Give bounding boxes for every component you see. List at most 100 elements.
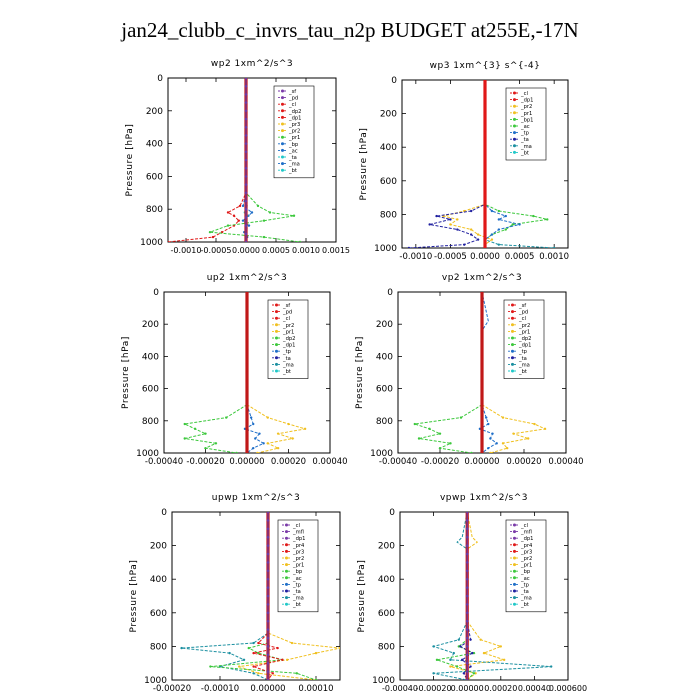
x-tick-label: 0.0000 (470, 252, 500, 262)
legend-marker (285, 596, 288, 600)
legend-entry: _bp (292, 569, 303, 575)
zero-budget-marker (480, 306, 484, 310)
legend-entry: _mfl (292, 530, 304, 536)
legend: _sf_pd_cl_dp2_dp1_pr3_pr2_pr1_bp_ac_ta_m… (273, 85, 315, 179)
zero-budget-marker (244, 224, 248, 227)
zero-budget-marker (480, 298, 484, 302)
series-point (487, 422, 490, 426)
series-point (462, 672, 466, 675)
zero-budget-marker (480, 443, 484, 447)
legend-marker (513, 596, 516, 600)
y-tick-label: 600 (378, 609, 395, 619)
x-tick-label: 0.0010 (539, 252, 569, 262)
legend-marker (513, 576, 516, 580)
y-tick-label: 0 (157, 74, 163, 84)
series-point (338, 646, 340, 650)
legend-marker (513, 530, 516, 534)
zero-budget-marker (483, 154, 487, 157)
legend-marker (513, 543, 516, 547)
legend-entry: _bt (520, 602, 529, 608)
legend-marker (513, 582, 516, 586)
series-point (250, 211, 254, 214)
legend-marker (511, 329, 514, 333)
y-tick-label: 400 (150, 575, 167, 585)
zero-budget-marker (245, 427, 249, 431)
series-point (489, 437, 492, 440)
y-tick-label: 400 (142, 352, 159, 362)
y-tick-label: 800 (146, 205, 163, 215)
legend-entry: _ac (288, 148, 298, 154)
series-point (471, 651, 474, 655)
legend-marker (275, 343, 278, 347)
y-axis-label: Pressure [hPa] (125, 124, 135, 197)
series-point (497, 228, 501, 231)
zero-budget-marker (480, 347, 484, 350)
series-point (472, 672, 476, 675)
zero-budget-marker (245, 347, 249, 350)
zero-budget-marker (266, 561, 270, 564)
zero-budget-marker (465, 561, 469, 564)
legend-marker (513, 150, 516, 154)
x-tick-label: -0.00040 (382, 684, 418, 693)
legend-entry: _pr2 (282, 323, 294, 329)
series-point (518, 223, 521, 226)
legend-marker (513, 563, 516, 567)
y-tick-label: 1000 (144, 676, 167, 686)
legend-entry: _bt (292, 602, 301, 608)
legend-entry: _ta (520, 137, 529, 143)
zero-budget-marker (266, 552, 270, 556)
series-point (460, 658, 464, 662)
series-point (489, 451, 492, 453)
legend-entry: _pr2 (292, 556, 304, 562)
zero-budget-marker (465, 527, 469, 531)
y-tick-label: 200 (150, 542, 167, 552)
x-tick-label: -0.0010 (399, 252, 432, 262)
plot-area (180, 512, 340, 680)
series-point (238, 204, 242, 208)
series-point (268, 211, 272, 214)
series-point (256, 451, 259, 453)
series-line-dp1 (168, 78, 247, 242)
legend-entry: _pr2 (288, 129, 300, 135)
legend-marker (285, 543, 288, 547)
legend-marker (513, 137, 516, 141)
legend-entry: _bt (288, 168, 297, 174)
zero-budget-marker (244, 232, 248, 236)
series-point (257, 651, 260, 655)
x-tick-label: 0.00000 (229, 457, 264, 467)
zero-budget-marker (245, 292, 249, 294)
series-point (271, 672, 274, 675)
legend-marker (285, 523, 288, 527)
legend-entry: _cl (288, 102, 296, 108)
legend-marker (513, 98, 516, 102)
x-tick-label: 0.0015 (322, 246, 350, 255)
series-line-tp (431, 512, 552, 680)
zero-budget-marker (465, 535, 469, 539)
legend-entry: _sf (282, 303, 290, 309)
series-point (204, 432, 207, 435)
zero-budget-marker (465, 636, 469, 640)
legend-entry: _pr4 (292, 543, 305, 549)
x-tick-label: 0.00040 (518, 684, 551, 693)
x-tick-label: 0.00000 (250, 684, 285, 694)
legend-marker (285, 549, 288, 553)
series-point (449, 658, 452, 662)
series-point (252, 651, 255, 655)
legend-marker (513, 131, 516, 135)
legend-marker (285, 556, 288, 560)
legend-marker (275, 316, 278, 320)
zero-budget-marker (480, 355, 484, 358)
zero-budget-marker (266, 586, 270, 589)
series-point (237, 219, 240, 222)
zero-budget-marker (480, 314, 484, 318)
zero-budget-marker (245, 371, 249, 374)
series-point (472, 651, 476, 655)
y-tick-label: 0 (389, 508, 395, 518)
x-tick-label: -0.00010 (201, 684, 239, 694)
series-point (457, 645, 460, 648)
series-point (417, 437, 421, 440)
series-point (469, 665, 472, 668)
series-point (457, 638, 460, 641)
zero-budget-marker (266, 619, 270, 623)
series-point (502, 658, 506, 662)
